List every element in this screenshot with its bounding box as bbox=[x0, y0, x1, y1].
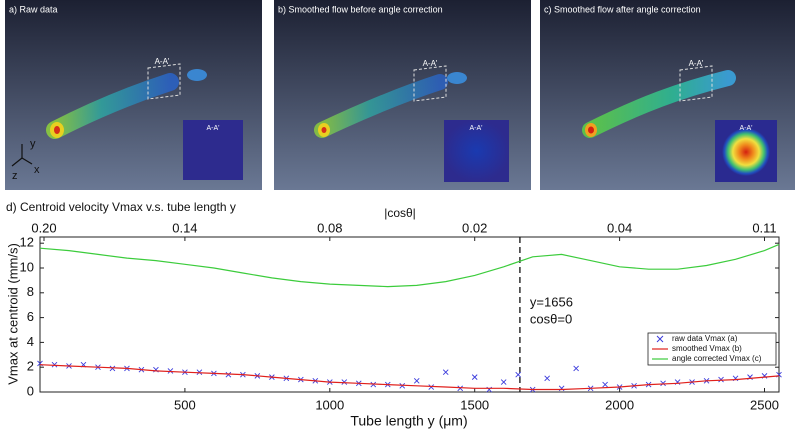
x2-tick-label: 0.11 bbox=[752, 220, 776, 235]
data-point bbox=[602, 381, 608, 388]
section-label: A-A' bbox=[423, 59, 438, 68]
legend-box bbox=[647, 332, 777, 366]
x-axis-label: Tube length y (μm) bbox=[350, 413, 467, 429]
section-box bbox=[413, 65, 447, 102]
axis-label: z bbox=[12, 170, 18, 182]
section-label: A-A' bbox=[155, 57, 170, 66]
data-point bbox=[341, 379, 348, 385]
tube bbox=[46, 73, 179, 139]
axis-triad bbox=[11, 144, 33, 167]
x2-axis-label: |cosθ| bbox=[384, 206, 416, 220]
x2-tick-label: 0.20 bbox=[31, 220, 56, 235]
axis-label: x bbox=[34, 164, 40, 176]
data-point bbox=[471, 374, 478, 380]
inset-label: A-A' bbox=[206, 125, 219, 132]
inset-label: A-A' bbox=[739, 125, 752, 132]
data-point bbox=[109, 365, 116, 372]
inset bbox=[183, 120, 243, 180]
tube bbox=[314, 74, 448, 138]
series-line bbox=[39, 364, 780, 391]
y-axis-label: Vmax at centroid (mm/s) bbox=[5, 243, 20, 385]
x2-tick-label: 0.08 bbox=[317, 220, 342, 235]
x-tick-label: 500 bbox=[174, 397, 196, 412]
inset bbox=[444, 120, 509, 182]
tube-end bbox=[321, 127, 327, 133]
data-point bbox=[428, 384, 435, 390]
blob bbox=[187, 69, 207, 81]
section-box bbox=[679, 65, 713, 102]
panel-title: c) Smoothed flow after angle correction bbox=[544, 4, 701, 14]
x-tick-label: 1500 bbox=[460, 397, 489, 412]
axis-arrow bbox=[21, 157, 33, 165]
data-point bbox=[660, 380, 666, 387]
data-point bbox=[370, 381, 377, 388]
data-point bbox=[544, 375, 550, 382]
chart-title: d) Centroid velocity Vmax v.s. tube leng… bbox=[6, 200, 236, 214]
data-point bbox=[225, 371, 232, 378]
x2-tick-label: 0.02 bbox=[462, 220, 487, 235]
panel-title: a) Raw data bbox=[9, 4, 58, 14]
y-tick-label: 8 bbox=[27, 284, 34, 299]
data-point bbox=[196, 369, 203, 375]
y-tick-label: 4 bbox=[27, 334, 34, 349]
data-point bbox=[500, 379, 507, 385]
section-label: A-A' bbox=[689, 59, 704, 68]
data-point bbox=[442, 369, 449, 375]
annotation: y=1656 bbox=[530, 294, 573, 309]
x-tick-label: 2500 bbox=[750, 397, 779, 412]
data-point bbox=[573, 365, 579, 372]
x-tick-label: 1000 bbox=[315, 397, 344, 412]
axis-label: y bbox=[30, 138, 36, 150]
velocity-profile bbox=[722, 128, 770, 176]
y-tick-label: 6 bbox=[27, 309, 34, 324]
data-point bbox=[51, 361, 58, 368]
annotation: cosθ=0 bbox=[530, 311, 572, 326]
tube-end bbox=[588, 126, 594, 134]
y-tick-label: 12 bbox=[20, 235, 34, 250]
x-tick-label: 2000 bbox=[605, 397, 634, 412]
legend-label: smoothed Vmax (b) bbox=[672, 344, 742, 353]
y-tick-label: 0 bbox=[27, 383, 34, 398]
tube bbox=[582, 70, 736, 138]
legend-label: angle corrected Vmax (c) bbox=[672, 354, 762, 363]
x2-tick-label: 0.04 bbox=[607, 220, 632, 235]
data-point bbox=[167, 368, 174, 374]
axis-arrow bbox=[11, 157, 23, 167]
series-line bbox=[39, 243, 780, 288]
panel-c: A-A' A-A' c) Smoothed flow after angle c… bbox=[540, 0, 795, 190]
tube-end bbox=[54, 126, 60, 134]
x2-tick-label: 0.14 bbox=[172, 220, 197, 235]
data-point bbox=[515, 371, 521, 378]
legend-marker bbox=[656, 335, 664, 343]
panel-b: A-A' A-A' b) Smoothed flow before angle … bbox=[274, 0, 531, 190]
legend-label: raw data Vmax (a) bbox=[672, 334, 738, 343]
blob bbox=[447, 72, 467, 84]
data-point bbox=[457, 385, 464, 392]
plot-frame bbox=[39, 236, 780, 393]
y-tick-label: 10 bbox=[20, 259, 34, 274]
inset-label: A-A' bbox=[469, 125, 482, 132]
panel-title: b) Smoothed flow before angle correction bbox=[278, 4, 443, 14]
data-point bbox=[413, 378, 420, 384]
section-box bbox=[147, 63, 181, 100]
y-tick-label: 2 bbox=[27, 359, 34, 374]
panel-a: A-A' A-A' a) Raw data y z x bbox=[5, 0, 262, 190]
